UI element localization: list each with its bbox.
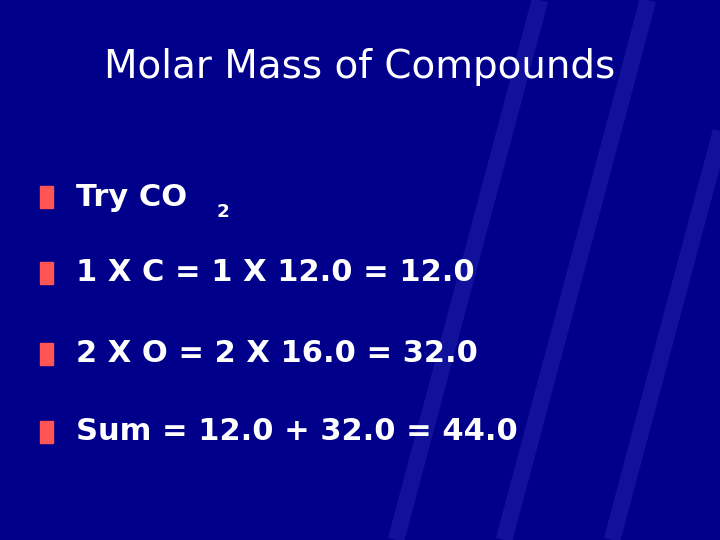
FancyBboxPatch shape bbox=[40, 262, 53, 284]
FancyBboxPatch shape bbox=[40, 343, 53, 364]
Text: 2: 2 bbox=[216, 203, 229, 221]
Text: Molar Mass of Compounds: Molar Mass of Compounds bbox=[104, 49, 616, 86]
Text: 2 X O = 2 X 16.0 = 32.0: 2 X O = 2 X 16.0 = 32.0 bbox=[76, 339, 477, 368]
Text: Try CO: Try CO bbox=[76, 183, 186, 212]
Text: 1 X C = 1 X 12.0 = 12.0: 1 X C = 1 X 12.0 = 12.0 bbox=[76, 258, 474, 287]
FancyBboxPatch shape bbox=[40, 186, 53, 208]
Text: Sum = 12.0 + 32.0 = 44.0: Sum = 12.0 + 32.0 = 44.0 bbox=[76, 417, 518, 447]
FancyBboxPatch shape bbox=[40, 421, 53, 443]
